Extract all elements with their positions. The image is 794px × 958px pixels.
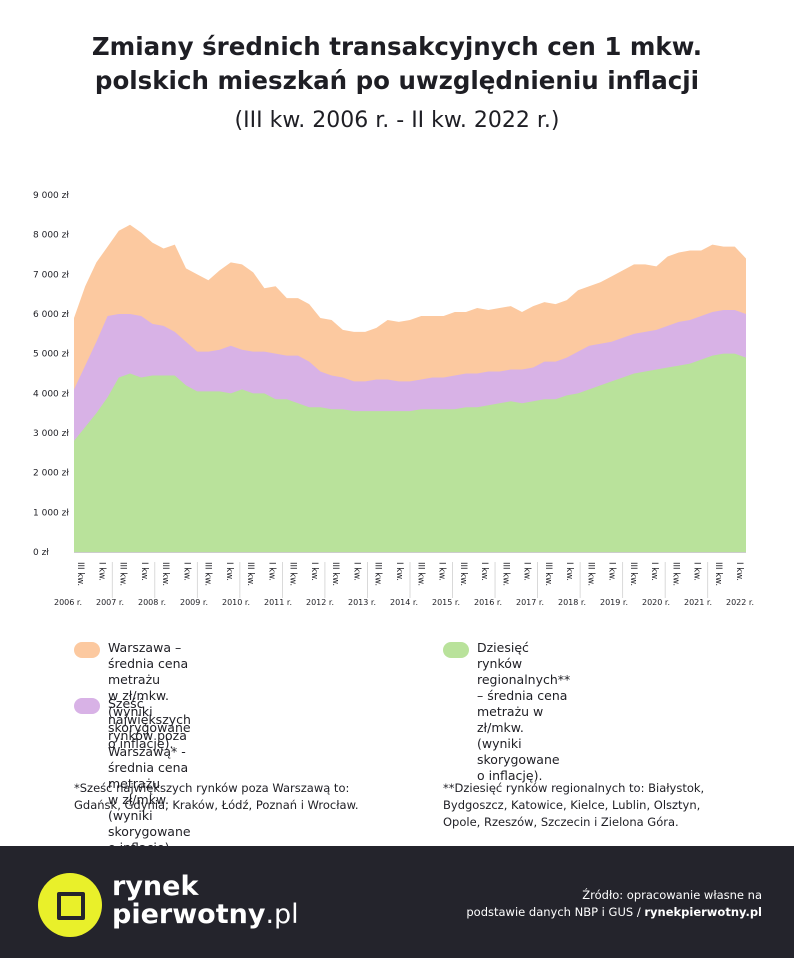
x-tick-label: I kw. (139, 562, 149, 581)
y-tick-label: 3 000 zł (33, 429, 69, 439)
x-year-label: 2010 r. (222, 598, 250, 607)
legend-swatch-warszawa (74, 642, 100, 658)
x-tick-label: I kw. (564, 562, 574, 581)
x-year-label: 2015 r. (432, 598, 460, 607)
x-year-label: 2009 r. (180, 598, 208, 607)
source-line1: Źródło: opracowanie własne na (582, 888, 762, 902)
chart-title: Zmiany średnich transakcyjnych cen 1 mkw… (0, 30, 794, 98)
x-tick-label: III kw. (203, 562, 213, 586)
x-tick-label: I kw. (607, 562, 617, 581)
x-tick-label: III kw. (628, 562, 638, 586)
x-year-label: 2011 r. (264, 598, 292, 607)
logo-line2: pierwotny (112, 899, 266, 930)
x-tick-label: I kw. (352, 562, 362, 581)
x-year-label: 2021 r. (684, 598, 712, 607)
y-tick-label: 1 000 zł (33, 508, 69, 518)
x-tick-label: III kw. (118, 562, 128, 586)
x-year-label: 2013 r. (348, 598, 376, 607)
x-tick-label: III kw. (75, 562, 85, 586)
x-tick-label: I kw. (224, 562, 234, 581)
footnote-six-markets: *Sześć największych rynków poza Warszawą… (74, 781, 359, 812)
x-year-label: 2022 r. (726, 598, 754, 607)
x-year-label: 2016 r. (474, 598, 502, 607)
x-tick-label: I kw. (181, 562, 191, 581)
x-tick-label: I kw. (522, 562, 532, 581)
x-tick-label: III kw. (585, 562, 595, 586)
x-tick-label: I kw. (309, 562, 319, 581)
x-tick-label: I kw. (394, 562, 404, 581)
footnote-ten-markets: **Dziesięć rynków regionalnych to: Biały… (443, 781, 705, 829)
legend-label-six-markets: Sześć największych rynków poza Warszawą*… (108, 696, 191, 855)
legend-label-ten-markets: Dziesięć rynków regionalnych** – średnia… (477, 640, 571, 783)
area-series-ten_markets (74, 353, 746, 552)
x-tick-label: I kw. (479, 562, 489, 581)
source-link[interactable]: rynekpierwotny.pl (644, 905, 762, 919)
y-tick-label: 0 zł (33, 548, 49, 558)
x-tick-label: III kw. (160, 562, 170, 586)
x-year-label: 2018 r. (558, 598, 586, 607)
x-year-label: 2006 r. (54, 598, 82, 607)
x-tick-label: III kw. (245, 562, 255, 586)
x-tick-label: III kw. (458, 562, 468, 586)
x-tick-label: III kw. (670, 562, 680, 586)
x-tick-label: I kw. (649, 562, 659, 581)
x-year-label: 2007 r. (96, 598, 124, 607)
chart-title-line2: polskich mieszkań po uwzględnieniu infla… (94, 66, 700, 95)
logo-square-icon (57, 892, 85, 920)
logo-wordmark[interactable]: rynek pierwotny.pl (112, 873, 299, 929)
chart-title-line1: Zmiany średnich transakcyjnych cen 1 mkw… (91, 32, 703, 61)
footer-bar: rynek pierwotny.pl Źródło: opracowanie w… (0, 846, 794, 958)
x-tick-label: III kw. (288, 562, 298, 586)
legend-swatch-six-markets (74, 698, 100, 714)
logo-line1: rynek (112, 871, 199, 902)
x-tick-label: III kw. (500, 562, 510, 586)
source-note: Źródło: opracowanie własne na podstawie … (466, 887, 762, 921)
y-tick-label: 4 000 zł (33, 389, 69, 399)
legend-label-warszawa: Warszawa – średnia cena metrażu w zł/mkw… (108, 640, 191, 751)
legend-swatch-ten-markets (443, 642, 469, 658)
y-tick-label: 9 000 zł (33, 191, 69, 201)
x-year-label: 2008 r. (138, 598, 166, 607)
x-tick-label: I kw. (266, 562, 276, 581)
y-tick-label: 8 000 zł (33, 231, 69, 241)
x-tick-label: III kw. (713, 562, 723, 586)
chart-subtitle: (III kw. 2006 r. - II kw. 2022 r.) (234, 108, 560, 133)
x-year-label: 2020 r. (642, 598, 670, 607)
y-tick-label: 5 000 zł (33, 350, 69, 360)
x-tick-label: III kw. (330, 562, 340, 586)
y-tick-label: 7 000 zł (33, 270, 69, 280)
y-tick-label: 6 000 zł (33, 310, 69, 320)
x-tick-label: I kw. (96, 562, 106, 581)
logo-suffix: .pl (265, 899, 299, 930)
x-tick-label: I kw. (692, 562, 702, 581)
x-tick-label: III kw. (373, 562, 383, 586)
x-tick-label: III kw. (543, 562, 553, 586)
x-year-label: 2012 r. (306, 598, 334, 607)
logo-icon (38, 873, 102, 937)
x-year-label: 2014 r. (390, 598, 418, 607)
x-tick-label: I kw. (734, 562, 744, 581)
x-tick-label: I kw. (437, 562, 447, 581)
source-line2-prefix: podstawie danych NBP i GUS / (466, 905, 645, 919)
x-year-label: 2019 r. (600, 598, 628, 607)
x-year-label: 2017 r. (516, 598, 544, 607)
y-tick-label: 2 000 zł (33, 469, 69, 479)
x-tick-label: III kw. (415, 562, 425, 586)
